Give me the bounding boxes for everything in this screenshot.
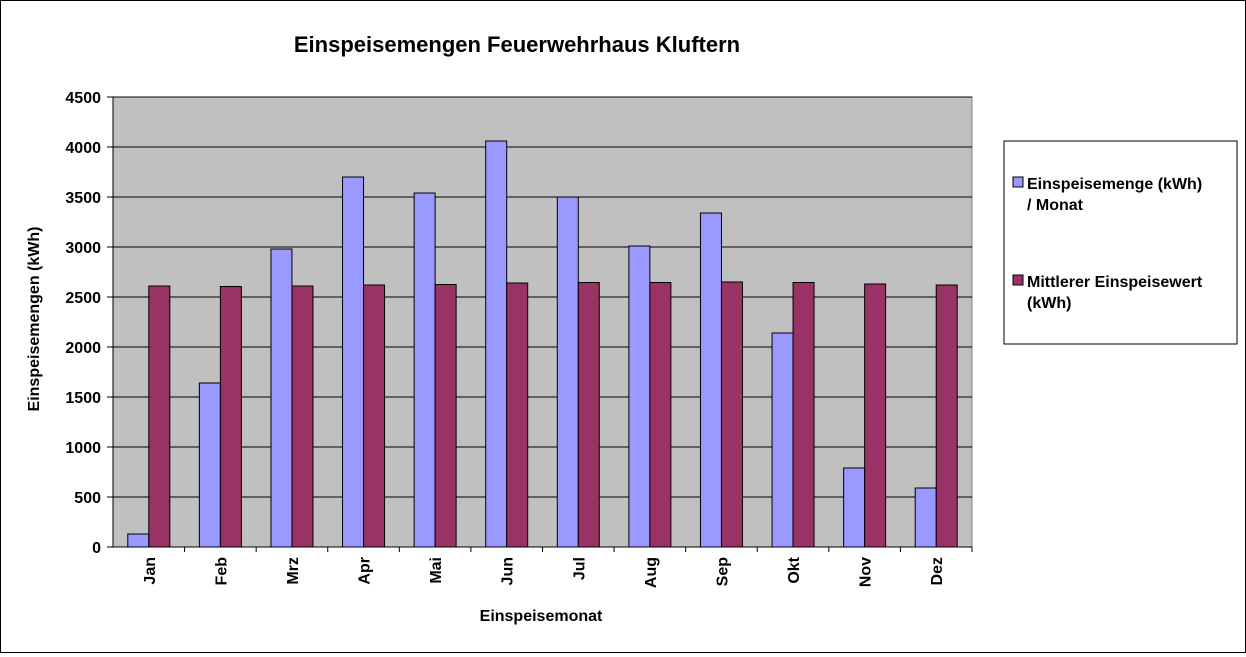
bar-einspeisemenge	[914, 487, 937, 548]
x-tick-label: Okt	[786, 556, 803, 583]
x-tick-label: Sep	[714, 557, 731, 587]
bar-einspeisemenge	[699, 212, 722, 548]
x-tick-label: Dez	[929, 557, 946, 585]
y-tick-label: 1000	[65, 440, 101, 457]
legend-box	[1003, 140, 1238, 345]
y-tick-label: 2000	[65, 340, 101, 357]
bar-einspeisemenge	[771, 332, 794, 548]
y-tick-label: 0	[92, 540, 101, 557]
legend-label: Mittlerer Einspeisewert (kWh)	[1027, 274, 1203, 312]
bar-mittlerer-einspeisewert	[792, 282, 815, 548]
bars	[127, 140, 958, 548]
y-tick-label: 3500	[65, 190, 101, 207]
bar-mittlerer-einspeisewert	[363, 284, 386, 548]
bar-einspeisemenge	[127, 533, 150, 548]
x-tick-label: Mrz	[285, 557, 302, 585]
bar-mittlerer-einspeisewert	[864, 283, 887, 548]
bar-einspeisemenge	[342, 176, 365, 548]
bar-mittlerer-einspeisewert	[148, 285, 171, 548]
chart-title: Einspeisemengen Feuerwehrhaus Kluftern	[294, 32, 740, 57]
axes	[107, 96, 973, 552]
y-tick-label: 3000	[65, 240, 101, 257]
plot-area	[112, 96, 973, 548]
legend: Einspeisemenge (kWh) / Monat Mittlerer Ein…	[1003, 140, 1238, 345]
legend-label: Einspeisemenge (kWh) / Monat	[1027, 176, 1202, 214]
x-axis-title: Einspeisemonat	[480, 608, 603, 625]
y-tick-label: 500	[74, 490, 101, 507]
x-tick-label: Jun	[500, 557, 517, 585]
legend-swatch	[1012, 176, 1024, 188]
bar-einspeisemenge	[270, 248, 293, 548]
bar-einspeisemenge	[413, 192, 436, 548]
bar-mittlerer-einspeisewert	[506, 282, 529, 548]
x-tick-label: Nov	[858, 557, 875, 587]
x-tick-label: Aug	[643, 557, 660, 588]
bar-mittlerer-einspeisewert	[649, 282, 672, 548]
bar-einspeisemenge	[843, 467, 866, 548]
x-tick-label: Jan	[142, 557, 159, 585]
y-tick-label: 4500	[65, 90, 101, 107]
y-tick-labels: 0 500 1000 1500 2000 2500 3000 3500 4000 4500	[65, 90, 101, 557]
x-tick-label: Apr	[357, 557, 374, 585]
bar-mittlerer-einspeisewert	[219, 286, 242, 548]
y-tick-label: 4000	[65, 140, 101, 157]
bar-einspeisemenge	[198, 382, 221, 548]
x-tick-label: Jul	[571, 557, 588, 580]
y-tick-label: 2500	[65, 290, 101, 307]
y-tick-label: 1500	[65, 390, 101, 407]
bar-mittlerer-einspeisewert	[291, 285, 314, 548]
bar-mittlerer-einspeisewert	[434, 284, 457, 548]
legend-swatch	[1012, 274, 1024, 286]
x-tick-label: Feb	[213, 557, 230, 586]
x-tick-labels: Jan Feb Mrz Apr Mai Jun Jul Aug Sep Okt Nov Dez	[142, 556, 946, 588]
bar-einspeisemenge	[556, 196, 579, 548]
bar-mittlerer-einspeisewert	[577, 282, 600, 548]
bar-einspeisemenge	[628, 245, 651, 548]
x-tick-label: Mai	[428, 557, 445, 584]
bar-mittlerer-einspeisewert	[935, 284, 958, 548]
bar-einspeisemenge	[485, 140, 508, 548]
y-axis-title: Einspeisemengen (kWh)	[26, 227, 43, 412]
gridlines	[113, 96, 972, 498]
bar-mittlerer-einspeisewert	[720, 281, 743, 548]
